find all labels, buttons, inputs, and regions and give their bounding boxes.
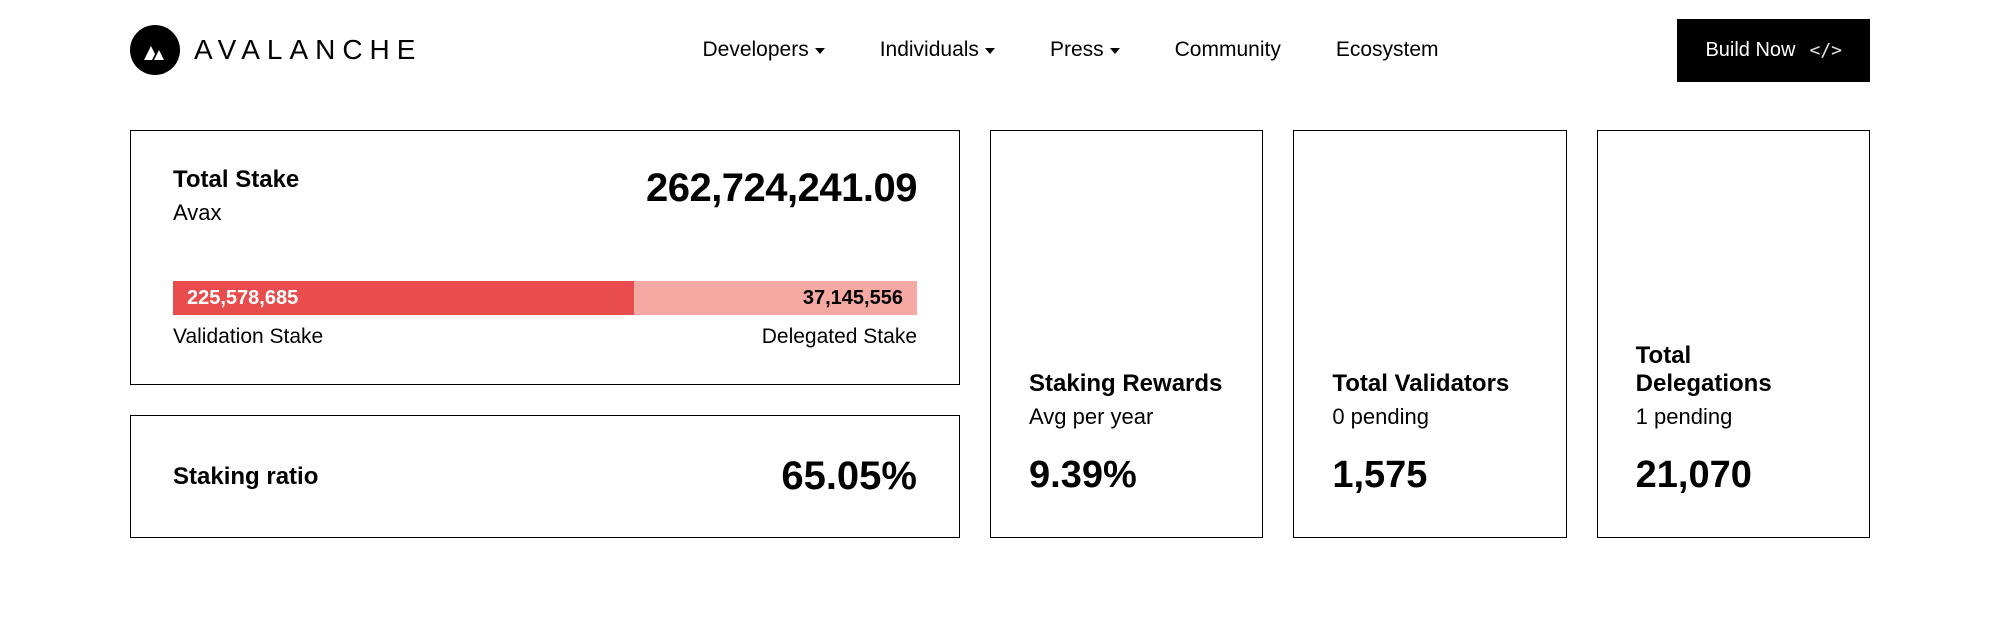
stat-value: 1,575 xyxy=(1332,454,1527,497)
delegated-stake-value: 37,145,556 xyxy=(803,287,903,310)
nav-developers[interactable]: Developers xyxy=(702,38,824,62)
delegated-stake-bar: 37,145,556 xyxy=(634,281,917,315)
site-header: AVALANCHE Developers Individuals Press C… xyxy=(130,20,1870,80)
total-validators-card: Total Validators 0 pending 1,575 xyxy=(1293,130,1566,538)
stat-sub: 1 pending xyxy=(1636,404,1831,430)
total-stake-title: Total Stake xyxy=(173,166,299,194)
stat-sub: Avg per year xyxy=(1029,404,1224,430)
validation-stake-label: Validation Stake xyxy=(173,325,323,349)
staking-ratio-card: Staking ratio 65.05% xyxy=(130,415,960,538)
build-now-label: Build Now xyxy=(1705,39,1795,62)
total-stake-value: 262,724,241.09 xyxy=(646,166,917,211)
total-delegations-card: Total Delegations 1 pending 21,070 xyxy=(1597,130,1870,538)
nav-press[interactable]: Press xyxy=(1050,38,1120,62)
total-stake-card: Total Stake Avax 262,724,241.09 225,578,… xyxy=(130,130,960,385)
stat-sub: 0 pending xyxy=(1332,404,1527,430)
nav-label: Community xyxy=(1175,38,1281,62)
nav-individuals[interactable]: Individuals xyxy=(880,38,995,62)
stats-grid: Total Stake Avax 262,724,241.09 225,578,… xyxy=(130,130,1870,538)
brand-name: AVALANCHE xyxy=(194,34,422,66)
chevron-down-icon xyxy=(815,48,825,54)
nav-label: Individuals xyxy=(880,38,979,62)
validation-stake-value: 225,578,685 xyxy=(187,287,298,310)
code-icon: </> xyxy=(1809,40,1842,61)
build-now-button[interactable]: Build Now </> xyxy=(1677,19,1870,82)
validation-stake-bar: 225,578,685 xyxy=(173,281,634,315)
chevron-down-icon xyxy=(1110,48,1120,54)
stat-title: Staking Rewards xyxy=(1029,370,1224,398)
stat-value: 21,070 xyxy=(1636,454,1831,497)
nav-label: Developers xyxy=(702,38,808,62)
delegated-stake-label: Delegated Stake xyxy=(762,325,917,349)
brand-logo[interactable]: AVALANCHE xyxy=(130,25,422,75)
main-nav: Developers Individuals Press Community E… xyxy=(702,38,1438,62)
staking-ratio-value: 65.05% xyxy=(781,454,917,499)
nav-community[interactable]: Community xyxy=(1175,38,1281,62)
nav-label: Press xyxy=(1050,38,1104,62)
stat-value: 9.39% xyxy=(1029,454,1224,497)
staking-ratio-title: Staking ratio xyxy=(173,463,318,491)
nav-ecosystem[interactable]: Ecosystem xyxy=(1336,38,1439,62)
stake-breakdown-bar: 225,578,685 37,145,556 xyxy=(173,281,917,315)
nav-label: Ecosystem xyxy=(1336,38,1439,62)
avalanche-logo-icon xyxy=(130,25,180,75)
chevron-down-icon xyxy=(985,48,995,54)
total-stake-unit: Avax xyxy=(173,200,299,226)
stat-title: Total Delegations xyxy=(1636,342,1831,398)
staking-rewards-card: Staking Rewards Avg per year 9.39% xyxy=(990,130,1263,538)
stat-title: Total Validators xyxy=(1332,370,1527,398)
